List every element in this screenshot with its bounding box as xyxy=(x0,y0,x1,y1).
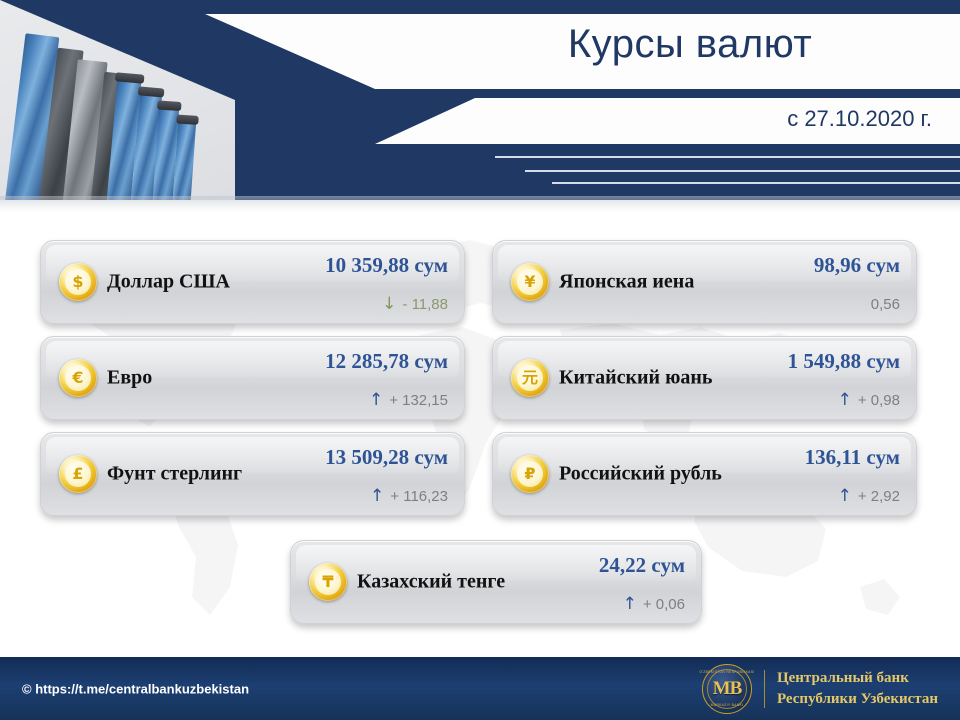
bank-emblem-icon: O'ZBEKISTON RESPUBLIKASI МB MARKAZIY BAN… xyxy=(699,663,755,714)
currency-rate: 10 359,88 сум xyxy=(325,253,448,277)
euro-coin-icon: € xyxy=(59,359,97,397)
ruble-coin-icon: ₽ xyxy=(511,455,549,493)
coin-symbol: £ xyxy=(65,461,91,487)
change-value: - 11,88 xyxy=(402,296,448,313)
currency-card-rub[interactable]: ₽ Российский рубль 136,11 сум ↑ + 2,92 xyxy=(492,432,917,516)
branding-divider xyxy=(763,669,765,708)
arrow-up-icon: ↑ xyxy=(368,390,384,410)
currency-change: ↑ + 132,15 xyxy=(368,390,448,410)
currency-name: Казахский тенге xyxy=(357,570,506,593)
coin-symbol: ₸ xyxy=(315,569,341,595)
bank-name-line-1: Центральный банк xyxy=(776,670,909,687)
currency-card-jpy[interactable]: ¥ Японская иена 98,96 сум 0,56 xyxy=(492,240,917,324)
arrow-up-icon: ↑ xyxy=(837,390,852,410)
currency-change: 0,56 xyxy=(871,296,900,313)
emblem-ring xyxy=(706,668,747,709)
currency-rate: 136,11 сум xyxy=(804,445,900,469)
telegram-link[interactable]: © https://t.me/centralbankuzbekistan xyxy=(22,681,250,696)
change-value: + 2,92 xyxy=(857,488,900,505)
coin-symbol: ₽ xyxy=(517,461,543,487)
currency-name: Российский рубль xyxy=(559,462,722,485)
decor-line-1 xyxy=(495,156,960,158)
currency-card-cny[interactable]: 元 Китайский юань 1 549,88 сум ↑ + 0,98 xyxy=(492,336,917,420)
change-value: + 0,06 xyxy=(642,596,685,613)
currency-change: ↑ + 0,98 xyxy=(837,390,900,410)
arrow-up-icon: ↑ xyxy=(370,486,385,506)
tower-cap xyxy=(157,100,182,112)
currency-rate: 98,96 сум xyxy=(813,253,900,277)
arrow-up-icon: ↑ xyxy=(837,486,852,506)
header-shadow-fade xyxy=(0,196,960,212)
currency-name: Евро xyxy=(107,366,153,389)
dollar-coin-icon: $ xyxy=(59,263,97,301)
tower-cap xyxy=(176,114,199,125)
coin-symbol: 元 xyxy=(517,365,543,391)
arrow-up-icon: ↑ xyxy=(622,594,637,614)
currency-rate: 24,22 сум xyxy=(598,553,685,577)
yuan-coin-icon: 元 xyxy=(511,359,549,397)
tenge-coin-icon: ₸ xyxy=(309,563,347,601)
currency-change: ↑ + 116,23 xyxy=(370,486,448,506)
emblem-arc-top: O'ZBEKISTON RESPUBLIKASI xyxy=(699,670,755,674)
change-value: + 132,15 xyxy=(389,392,448,409)
tower-cap xyxy=(114,72,145,84)
currency-card-gbp[interactable]: £ Фунт стерлинг 13 509,28 сум ↑ + 116,23 xyxy=(40,432,465,516)
pound-coin-icon: £ xyxy=(59,455,97,493)
effective-date: с 27.10.2020 г. xyxy=(787,106,932,131)
currency-change: ↓ - 11,88 xyxy=(382,294,448,314)
bank-branding: O'ZBEKISTON RESPUBLIKASI МB MARKAZIY BAN… xyxy=(699,663,938,714)
currency-card-usd[interactable]: $ Доллар США 10 359,88 сум ↓ - 11,88 xyxy=(40,240,465,324)
currency-rate: 12 285,78 сум xyxy=(325,349,448,373)
currency-change: ↑ + 0,06 xyxy=(622,594,685,614)
change-value: + 0,98 xyxy=(857,392,900,409)
page-title: Курсы валют xyxy=(567,22,813,66)
coin-symbol: $ xyxy=(65,269,91,295)
currency-rate: 13 509,28 сум xyxy=(325,445,448,469)
date-band xyxy=(375,98,960,144)
currency-name: Японская иена xyxy=(559,270,695,293)
yen-coin-icon: ¥ xyxy=(511,263,549,301)
emblem-arc-bottom: MARKAZIY BANKI xyxy=(710,703,744,707)
change-value: 0,56 xyxy=(870,296,900,313)
coin-symbol: € xyxy=(65,365,91,391)
currency-rate: 1 549,88 сум xyxy=(787,349,900,373)
bank-name-line-2: Республики Узбекистан xyxy=(776,690,938,707)
slide-footer: © https://t.me/centralbankuzbekistan O'Z… xyxy=(0,657,960,720)
currency-card-kzt[interactable]: ₸ Казахский тенге 24,22 сум ↑ + 0,06 xyxy=(290,540,702,624)
currency-name: Фунт стерлинг xyxy=(107,462,243,485)
decor-line-2 xyxy=(525,170,960,172)
coin-symbol: ¥ xyxy=(517,269,543,295)
currency-change: ↑ + 2,92 xyxy=(837,486,900,506)
tower-cap xyxy=(137,86,165,98)
currency-name: Китайский юань xyxy=(559,366,713,389)
bank-name: Центральный банк Республики Узбекистан xyxy=(777,668,938,709)
change-value: + 116,23 xyxy=(390,488,448,505)
currency-card-eur[interactable]: € Евро 12 285,78 сум ↑ + 132,15 xyxy=(40,336,465,420)
decor-line-3 xyxy=(552,182,960,184)
slide-header: Курсы валют с 27.10.2020 г. xyxy=(0,0,960,200)
arrow-down-icon: ↓ xyxy=(382,294,397,314)
currency-name: Доллар США xyxy=(107,270,230,293)
